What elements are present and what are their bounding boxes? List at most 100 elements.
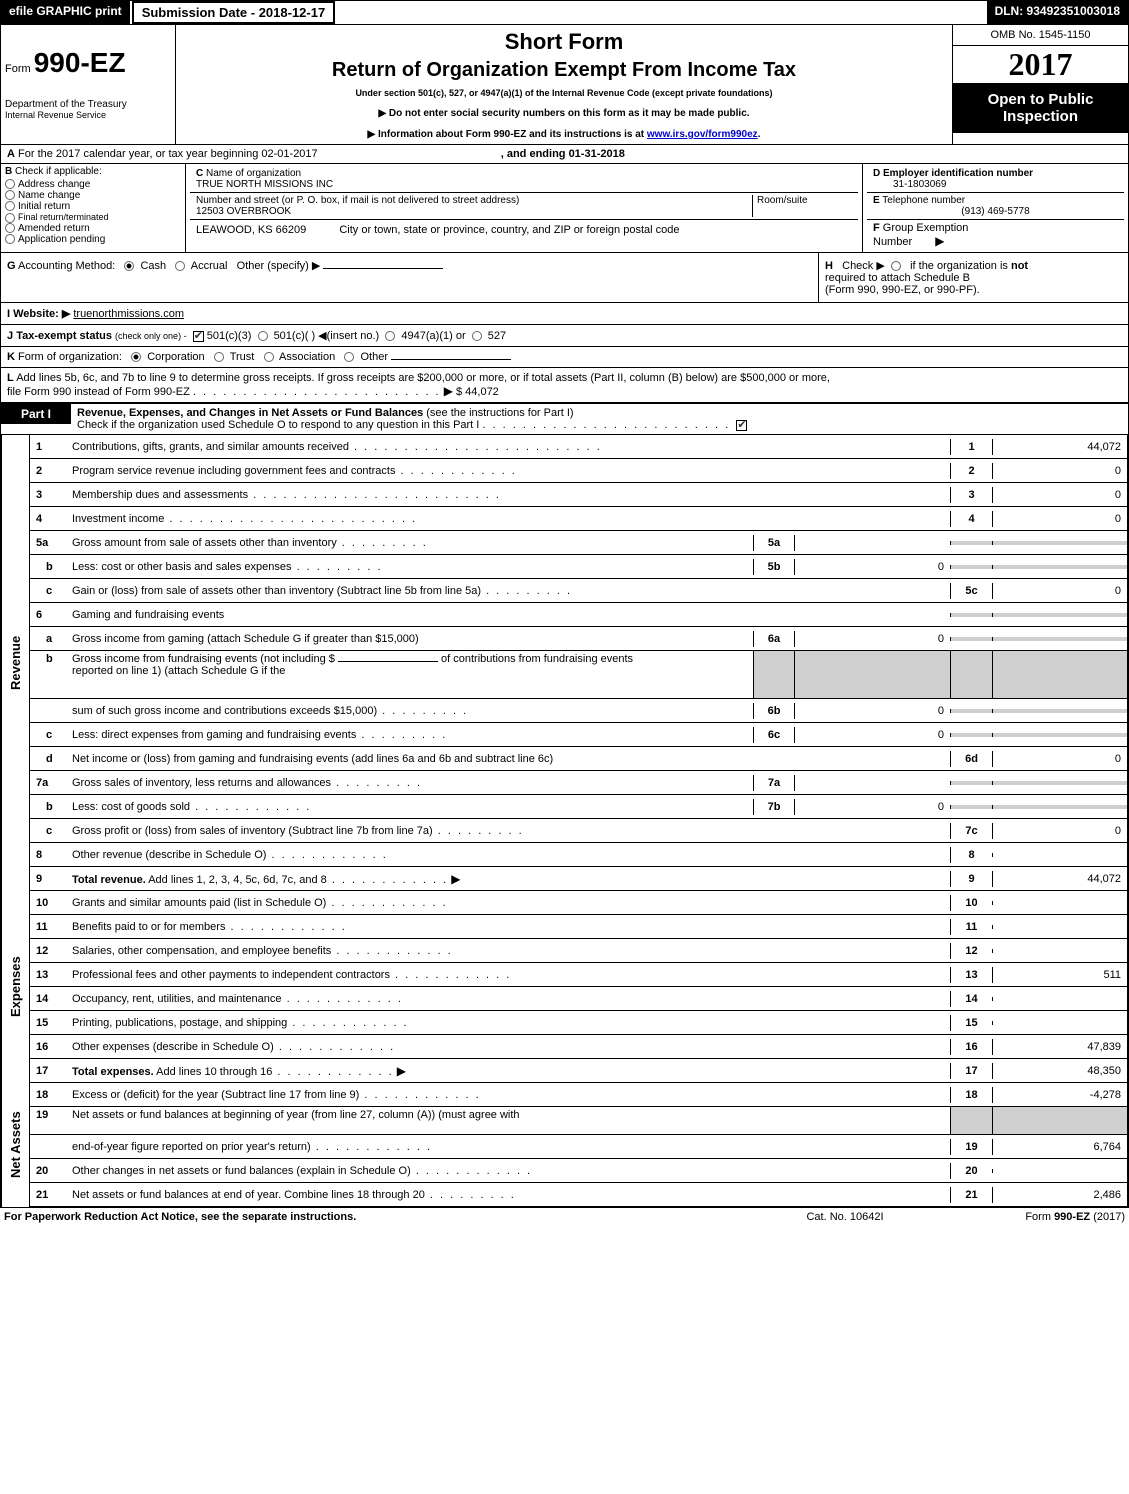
checkbox-4947[interactable] (385, 331, 395, 341)
dln-label: DLN: 93492351003018 (987, 1, 1128, 24)
form-number: 990-EZ (34, 47, 126, 78)
dots-icon (225, 921, 346, 933)
line-5c-desc: Gain or (loss) from sale of assets other… (72, 585, 481, 597)
dots-icon (481, 585, 572, 597)
line-6b-ibox: 6b (753, 703, 795, 719)
line-20-box: 20 (950, 1163, 992, 1179)
dots-icon (356, 729, 447, 741)
checkbox-amended-return[interactable] (5, 223, 15, 233)
instr2-pre: ▶ Information about Form 990-EZ and its … (368, 129, 647, 140)
phone-value: (913) 469-5778 (873, 206, 1118, 217)
dots-icon (331, 777, 422, 789)
section-L-text1: Add lines 5b, 6c, and 7b to line 9 to de… (16, 372, 830, 384)
line-3: 3 Membership dues and assessments 3 0 (29, 483, 1128, 507)
section-J-row: J Tax-exempt status (check only one) - 5… (0, 324, 1129, 346)
efile-print-button[interactable]: efile GRAPHIC print (1, 1, 130, 24)
checkbox-initial-return[interactable] (5, 201, 15, 211)
line-8-desc: Other revenue (describe in Schedule O) (72, 849, 266, 861)
line-7c-desc: Gross profit or (loss) from sales of inv… (72, 825, 433, 837)
line-6-desc: Gaming and fundraising events (68, 607, 950, 623)
line-7a-ibox: 7a (753, 775, 795, 791)
label-G: G (7, 260, 16, 272)
checkbox-final-return[interactable] (5, 213, 15, 223)
line-19-desc1: Net assets or fund balances at beginning… (68, 1107, 950, 1123)
line-15-num: 15 (30, 1015, 68, 1031)
revenue-section: Revenue 1 Contributions, gifts, grants, … (0, 435, 1129, 891)
line-7c: c Gross profit or (loss) from sales of i… (29, 819, 1128, 843)
dots-icon (433, 825, 524, 837)
section-B: B Check if applicable: Address change Na… (1, 164, 186, 252)
other-specify-input[interactable] (323, 268, 443, 269)
line-4: 4 Investment income 4 0 (29, 507, 1128, 531)
line-13: 13 Professional fees and other payments … (29, 963, 1128, 987)
short-form-title: Short Form (180, 29, 948, 55)
radio-corporation[interactable] (131, 352, 141, 362)
checkbox-527[interactable] (472, 331, 482, 341)
instructions-link[interactable]: www.irs.gov/form990ez (647, 129, 758, 140)
dots-icon (272, 1066, 393, 1078)
checkbox-501c3[interactable] (193, 331, 204, 342)
footer-right-bold: 990-EZ (1054, 1211, 1090, 1223)
radio-accrual[interactable] (175, 261, 185, 271)
line-8: 8 Other revenue (describe in Schedule O)… (29, 843, 1128, 867)
line-6: 6 Gaming and fundraising events (29, 603, 1128, 627)
checkbox-application-pending[interactable] (5, 234, 15, 244)
line-7c-box: 7c (950, 823, 992, 839)
grey-cell (950, 613, 992, 617)
dots-icon (359, 1089, 480, 1101)
footer-left: For Paperwork Reduction Act Notice, see … (4, 1211, 745, 1223)
line-4-desc: Investment income (72, 513, 164, 525)
section-A-text: For the 2017 calendar year, or tax year … (18, 148, 318, 160)
checkbox-address-change[interactable] (5, 179, 15, 189)
checkbox-name-change[interactable] (5, 190, 15, 200)
instr2-post: . (758, 129, 761, 140)
opt-4947: 4947(a)(1) or (401, 330, 465, 342)
line-21-desc: Net assets or fund balances at end of ye… (72, 1189, 425, 1201)
label-I: I (7, 308, 10, 320)
dots-icon (190, 801, 311, 813)
radio-association[interactable] (264, 352, 274, 362)
opt-amended-return: Amended return (18, 223, 90, 234)
section-L-row: L Add lines 5b, 6c, and 7b to line 9 to … (0, 367, 1129, 403)
year-cell: OMB No. 1545-1150 2017 Open to Public In… (953, 25, 1128, 144)
tax-exempt-sub: (check only one) - (115, 331, 187, 341)
line-16-desc: Other expenses (describe in Schedule O) (72, 1041, 274, 1053)
opt-501c: 501(c)( ) ◀(insert no.) (274, 330, 380, 342)
line-6a-num: a (30, 631, 68, 647)
section-I-row: I Website: ▶ truenorthmissions.com (0, 302, 1129, 324)
checkbox-schedule-o[interactable] (736, 420, 747, 431)
opt-corporation: Corporation (147, 351, 204, 363)
line-13-num: 13 (30, 967, 68, 983)
line-19-desc2: end-of-year figure reported on prior yea… (72, 1141, 311, 1153)
line-5a: 5a Gross amount from sale of assets othe… (29, 531, 1128, 555)
line-6b-desc4: sum of such gross income and contributio… (72, 705, 377, 717)
radio-other[interactable] (344, 352, 354, 362)
form-prefix: Form (5, 63, 31, 75)
other-org-input[interactable] (391, 359, 511, 360)
form-990ez-page: efile GRAPHIC print Submission Date - 20… (0, 0, 1129, 1226)
website-value[interactable]: truenorthmissions.com (73, 308, 184, 320)
line-11-desc: Benefits paid to or for members (72, 921, 225, 933)
line-6b-blank[interactable] (338, 661, 438, 662)
line-15-amount (992, 1021, 1127, 1025)
grey-cell (950, 733, 992, 737)
section-L-text2: file Form 990 instead of Form 990-EZ (7, 386, 190, 398)
dots-icon (248, 489, 501, 501)
section-H: H Check ▶ if the organization is not req… (818, 253, 1128, 302)
line-6d-box: 6d (950, 751, 992, 767)
line-10-num: 10 (30, 895, 68, 911)
dots-icon (292, 561, 383, 573)
radio-trust[interactable] (214, 352, 224, 362)
opt-other: Other (360, 351, 388, 363)
radio-cash[interactable] (124, 261, 134, 271)
line-6b-top: b Gross income from fundraising events (… (29, 651, 1128, 699)
checkbox-h[interactable] (891, 261, 901, 271)
line-6a: a Gross income from gaming (attach Sched… (29, 627, 1128, 651)
line-2-desc: Program service revenue including govern… (72, 465, 395, 477)
line-14-box: 14 (950, 991, 992, 1007)
open-public-line1: Open to Public (957, 91, 1124, 108)
checkbox-501c[interactable] (258, 331, 268, 341)
part-I-see: (see the instructions for Part I) (426, 407, 573, 419)
line-21-amount: 2,486 (992, 1187, 1127, 1203)
grey-cell (992, 541, 1127, 545)
